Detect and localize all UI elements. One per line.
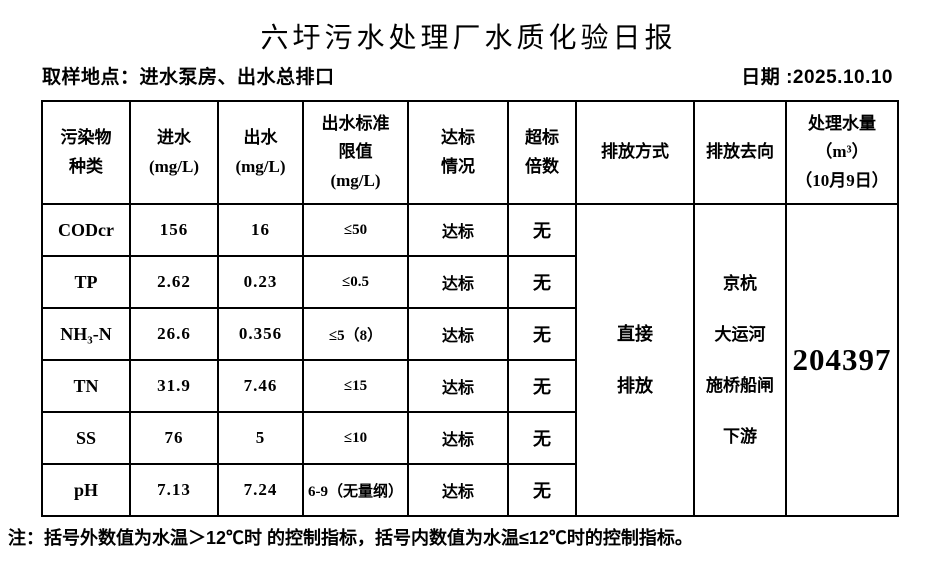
inflow-value-cell: 26.6	[129, 307, 219, 361]
status-cell: 达标	[407, 463, 509, 517]
table-row: SS 76 5 ≤10 达标无	[41, 411, 898, 465]
page-title: 六圩污水处理厂水质化验日报	[260, 23, 677, 54]
status-cell: 达标	[407, 203, 509, 257]
exceed-cell: 无	[507, 463, 577, 517]
table-row: NH₃-N 26.6 0.356 ≤5（8） 达标无	[41, 307, 898, 361]
inflow-value-cell: 156	[129, 203, 219, 257]
limit-value-cell: ≤50	[302, 203, 409, 257]
outflow-value-cell: 0.23	[217, 255, 304, 309]
outflow-value-cell: 0.356	[217, 307, 304, 361]
footnote: 注：括号外数值为水温＞12℃时 的控制指标，括号内数值为水温≤12℃时的控制指标…	[8, 528, 693, 548]
table-body: CODcr 156 16 ≤50 达标无直接 排放 京杭 大运河 施桥船闸 下游 20439…	[41, 203, 899, 517]
table-header-row: 污染物 种类 进水 (mg/L) 出水 (mg/L) 出水标准 限值 (mg/L…	[41, 100, 899, 205]
limit-value-cell: ≤5（8）	[302, 307, 409, 361]
pollutant-cell: NH₃-N	[41, 307, 131, 361]
exceed-cell: 无	[507, 307, 577, 361]
exceed-cell: 无	[507, 411, 577, 465]
inflow-value-cell: 31.9	[129, 359, 219, 413]
treated-volume-cell: 204397	[785, 203, 899, 517]
header-outflow-limit: 出水标准 限值 (mg/L)	[302, 100, 409, 205]
table-row: CODcr 156 16 ≤50 达标无直接 排放 京杭 大运河 施桥船闸 下游 20439…	[41, 203, 899, 517]
outflow-value-cell: 16	[217, 203, 304, 257]
header-exceed-multiple: 超标 倍数	[507, 100, 577, 205]
header-discharge-mode: 排放方式	[575, 100, 695, 205]
status-cell: 达标	[407, 359, 509, 413]
water-quality-table: 污染物 种类 进水 (mg/L) 出水 (mg/L) 出水标准 限值 (mg/L…	[41, 100, 899, 517]
exceed-cell: 无	[507, 203, 577, 257]
outflow-value-cell: 5	[217, 411, 304, 465]
table-row: TN 31.9 7.46 ≤15 达标无	[41, 359, 898, 413]
pollutant-cell: CODcr	[41, 203, 131, 257]
outflow-value-cell: 7.24	[217, 463, 304, 517]
limit-value-cell: ≤0.5	[302, 255, 409, 309]
limit-value-cell: 6-9（无量纲）	[302, 463, 409, 517]
inflow-value-cell: 7.13	[129, 463, 219, 517]
pollutant-cell: SS	[41, 411, 131, 465]
header-treated-water-volume: 处理水量 （m³） （10月9日）	[785, 100, 899, 205]
outflow-value-cell: 7.46	[217, 359, 304, 413]
exceed-cell: 无	[507, 255, 577, 309]
pollutant-cell: pH	[41, 463, 131, 517]
inflow-value-cell: 2.62	[129, 255, 219, 309]
table-row: TP 2.62 0.23 ≤0.5 达标无	[41, 255, 898, 309]
header-discharge-destination: 排放去向	[693, 100, 787, 205]
exceed-cell: 无	[507, 359, 577, 413]
status-cell: 达标	[407, 411, 509, 465]
sampling-location: 取样地点：进水泵房、出水总排口	[42, 67, 335, 88]
header-outflow: 出水 (mg/L)	[217, 100, 304, 205]
report-date: 日期 :2025.10.10	[741, 67, 893, 88]
pollutant-cell: TN	[41, 359, 131, 413]
table-row: pH 7.13 7.24 6-9（无量纲） 达标无	[41, 463, 898, 517]
pollutant-cell: TP	[41, 255, 131, 309]
limit-value-cell: ≤15	[302, 359, 409, 413]
header-inflow: 进水 (mg/L)	[129, 100, 219, 205]
inflow-value-cell: 76	[129, 411, 219, 465]
discharge-mode-cell: 直接 排放	[575, 203, 695, 517]
report-subheader: 取样地点：进水泵房、出水总排口 日期 :2025.10.10	[42, 62, 893, 89]
limit-value-cell: ≤10	[302, 411, 409, 465]
header-compliance-status: 达标 情况	[407, 100, 509, 205]
header-pollutant-type: 污染物 种类	[41, 100, 131, 205]
status-cell: 达标	[407, 255, 509, 309]
status-cell: 达标	[407, 307, 509, 361]
discharge-destination-cell: 京杭 大运河 施桥船闸 下游	[693, 203, 787, 517]
